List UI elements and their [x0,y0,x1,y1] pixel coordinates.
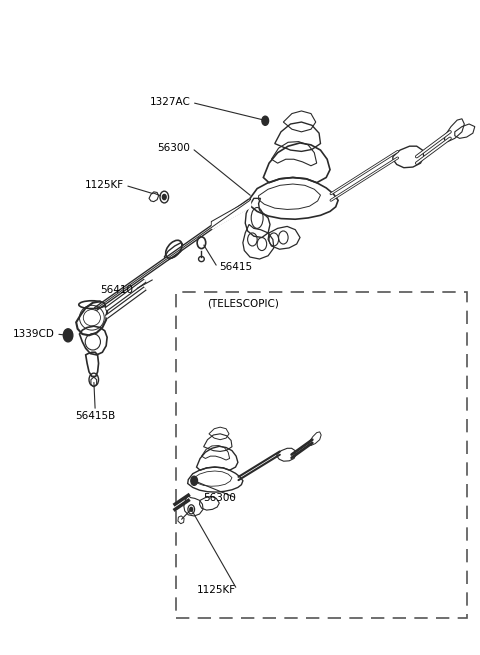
Text: 56300: 56300 [157,143,191,153]
Bar [176,291,467,618]
Text: 56300: 56300 [203,493,236,504]
Circle shape [162,195,166,200]
Text: 56410: 56410 [100,285,133,295]
Text: 1125KF: 1125KF [84,180,124,191]
Text: 1339CD: 1339CD [13,329,55,339]
Circle shape [190,508,192,512]
Circle shape [191,476,197,485]
Text: 56415B: 56415B [75,411,115,421]
Circle shape [63,329,73,342]
Text: 56415: 56415 [219,263,252,272]
Circle shape [262,116,269,125]
Text: 1327AC: 1327AC [150,98,191,107]
Text: (TELESCOPIC): (TELESCOPIC) [207,299,279,309]
Text: 1125KF: 1125KF [197,585,236,595]
